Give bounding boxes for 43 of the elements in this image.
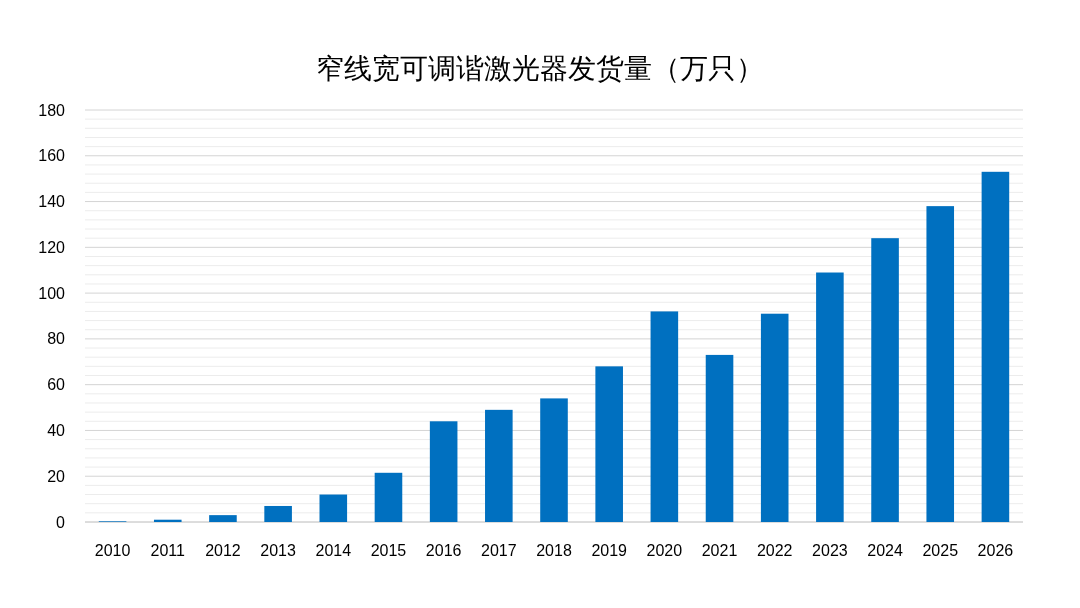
x-tick-label: 2024 bbox=[867, 542, 903, 559]
bar bbox=[319, 494, 348, 522]
y-tick-label: 100 bbox=[38, 284, 66, 302]
bar bbox=[209, 515, 237, 522]
y-tick-label: 0 bbox=[56, 513, 66, 531]
bar bbox=[760, 313, 789, 522]
x-tick-label: 2017 bbox=[481, 542, 517, 559]
x-tick-label: 2026 bbox=[977, 542, 1014, 559]
x-tick-label: 2014 bbox=[315, 542, 352, 559]
y-tick-label: 40 bbox=[47, 422, 66, 440]
y-tick-label: 20 bbox=[47, 467, 66, 485]
x-tick-label: 2011 bbox=[150, 542, 186, 559]
x-tick-label: 2012 bbox=[205, 542, 241, 559]
x-tick-label: 2016 bbox=[425, 542, 462, 559]
y-tick-label: 120 bbox=[38, 238, 66, 256]
bar bbox=[816, 272, 844, 522]
bar bbox=[705, 354, 734, 522]
bar bbox=[926, 206, 955, 522]
x-tick-label: 2021 bbox=[701, 542, 738, 559]
bar bbox=[429, 421, 458, 522]
x-tick-label: 2019 bbox=[591, 542, 628, 559]
x-tick-label: 2015 bbox=[370, 542, 407, 559]
bar bbox=[595, 366, 623, 522]
y-tick-label: 60 bbox=[47, 376, 66, 394]
x-tick-label: 2025 bbox=[922, 542, 959, 559]
y-tick-label: 140 bbox=[38, 193, 66, 211]
x-tick-label: 2020 bbox=[646, 542, 683, 559]
x-tick-label: 2013 bbox=[260, 542, 297, 559]
bar bbox=[540, 398, 568, 522]
x-tick-label: 2010 bbox=[94, 542, 131, 559]
x-tick-label: 2022 bbox=[756, 542, 793, 559]
bar bbox=[650, 311, 679, 522]
bar bbox=[264, 505, 292, 522]
chart-title: 窄线宽可调谐激光器发货量（万只） bbox=[316, 53, 764, 84]
bar bbox=[485, 409, 513, 522]
x-tick-label: 2023 bbox=[812, 542, 848, 559]
bar bbox=[374, 472, 403, 522]
y-tick-label: 80 bbox=[47, 330, 66, 348]
y-tick-label: 160 bbox=[38, 147, 66, 165]
y-tick-label: 180 bbox=[38, 101, 66, 119]
x-tick-label: 2018 bbox=[536, 542, 572, 559]
bar bbox=[871, 238, 899, 522]
bar bbox=[981, 171, 1010, 522]
